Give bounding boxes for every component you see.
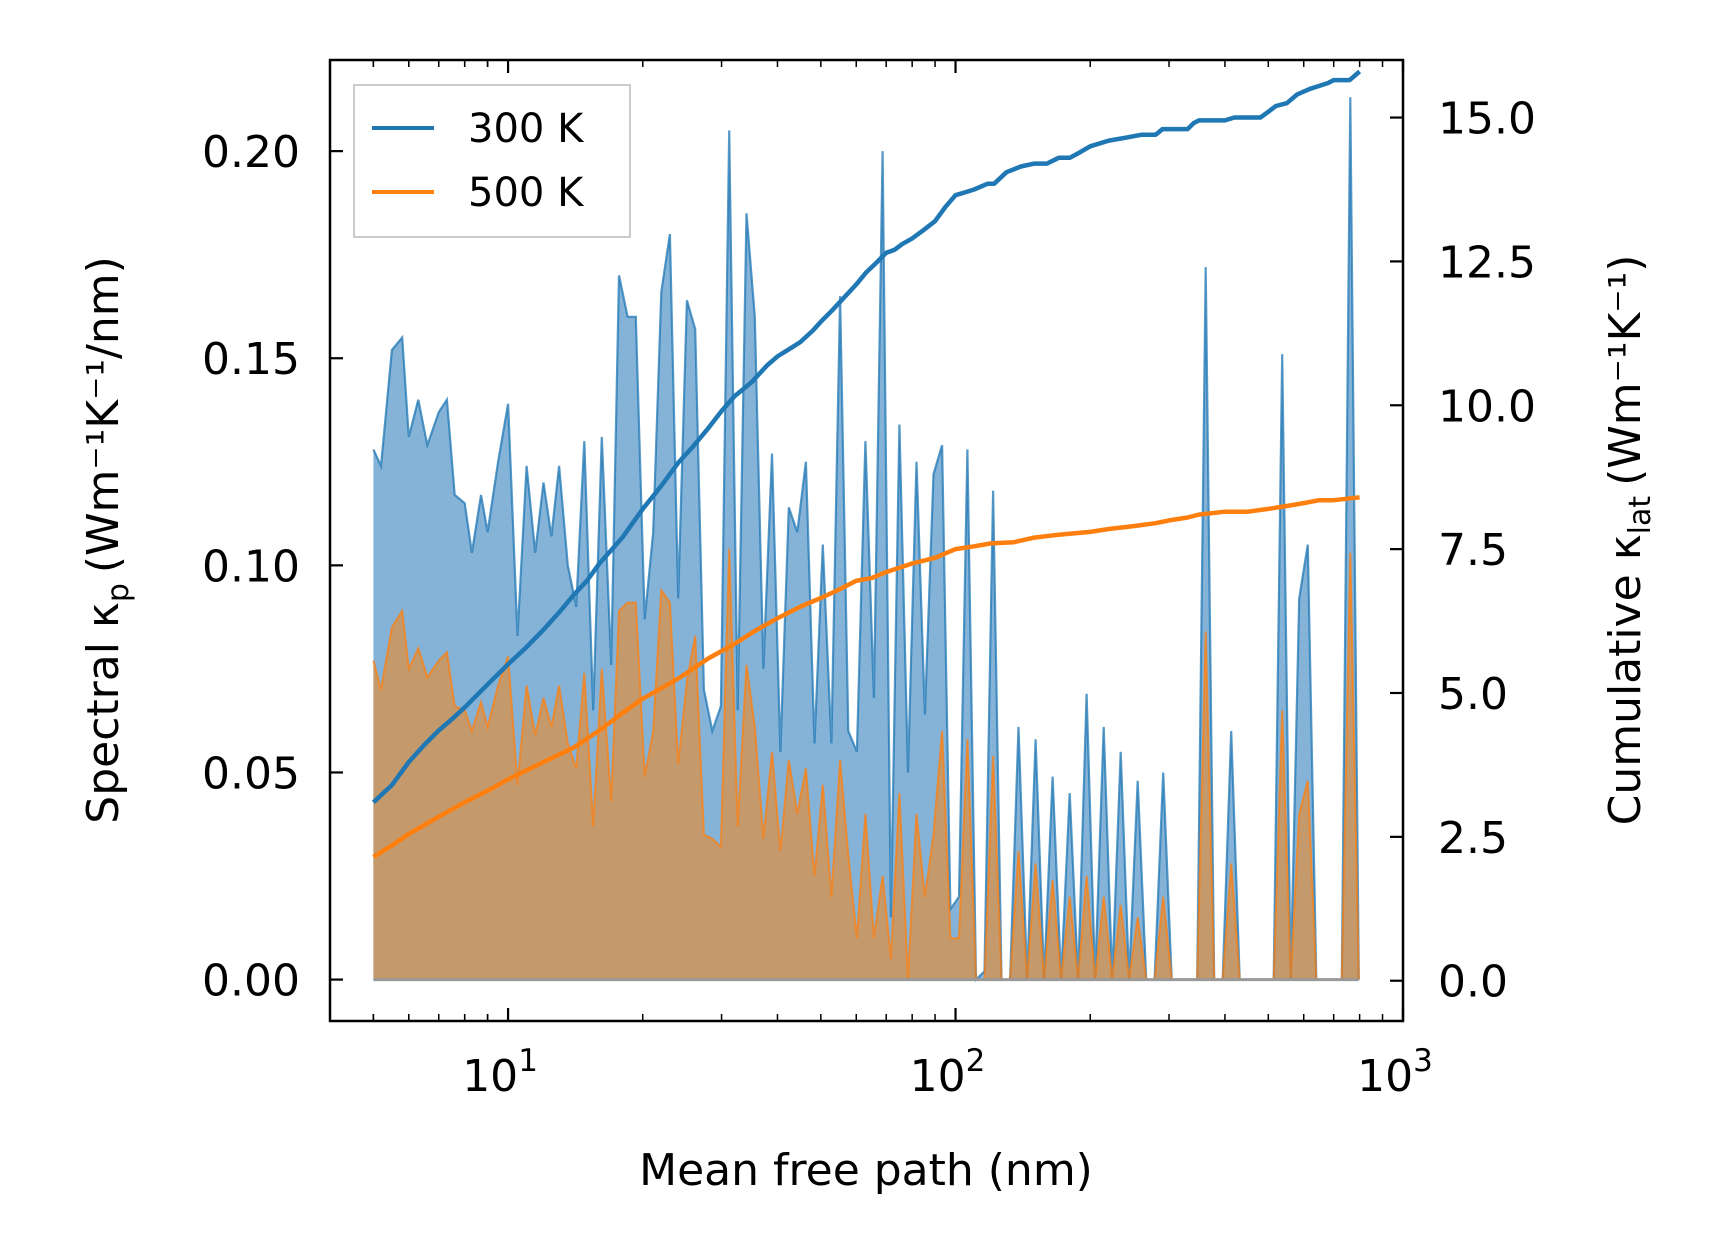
legend-box bbox=[353, 84, 631, 238]
cumulative-line-300k bbox=[371, 69, 1362, 804]
y-left-tick-label: 0.05 bbox=[202, 748, 300, 799]
legend-label-500k: 500 K bbox=[468, 170, 585, 216]
y-left-tick-label: 0.15 bbox=[202, 334, 300, 385]
x-tick-base: 10 bbox=[462, 1051, 518, 1102]
x-tick-exp: 2 bbox=[966, 1043, 986, 1079]
y-left-main: Spectral κ bbox=[78, 602, 129, 824]
y-right-tick-label: 7.5 bbox=[1438, 525, 1508, 576]
x-tick-exp: 1 bbox=[518, 1043, 538, 1079]
y-right-sub: lat bbox=[1623, 496, 1658, 535]
y-right-tick-label: 15.0 bbox=[1438, 94, 1536, 145]
y-left-tick-label: 0.00 bbox=[202, 956, 300, 1007]
y-left-tick-label: 0.20 bbox=[202, 127, 300, 178]
y-right-main: Cumulative κ bbox=[1600, 534, 1651, 825]
y-right-tick-label: 2.5 bbox=[1438, 813, 1508, 864]
x-tick-label: 102 bbox=[910, 1043, 986, 1102]
x-tick-exp: 3 bbox=[1413, 1043, 1433, 1079]
x-tick-label: 101 bbox=[462, 1043, 538, 1102]
y-left-sub: p bbox=[101, 583, 136, 602]
x-tick-base: 10 bbox=[1357, 1051, 1413, 1102]
axis-ticks: 101 102 1030.000.050.100.150.200.02.55.07.… bbox=[202, 60, 1536, 1102]
x-tick-label: 103 bbox=[1357, 1043, 1433, 1102]
y-axis-label-left: Spectral κp (Wm⁻¹K⁻¹/nm) bbox=[78, 256, 136, 823]
series-lines bbox=[371, 69, 1362, 859]
y-right-tick-label: 5.0 bbox=[1438, 669, 1508, 720]
y-axis-label-right: Cumulative κlat (Wm⁻¹K⁻¹) bbox=[1600, 255, 1658, 826]
plot-frame bbox=[328, 58, 1405, 1023]
y-right-tick-label: 0.0 bbox=[1438, 957, 1508, 1008]
y-right-tick-label: 10.0 bbox=[1438, 381, 1536, 432]
y-right-tick-label: 12.5 bbox=[1438, 237, 1536, 288]
y-left-units: (Wm⁻¹K⁻¹/nm) bbox=[78, 256, 129, 573]
legend: 300 K 500 K bbox=[353, 84, 631, 238]
legend-label-300k: 300 K bbox=[468, 106, 585, 152]
cumulative-line-500k bbox=[372, 495, 1360, 859]
x-axis-label: Mean free path (nm) bbox=[639, 1145, 1093, 1196]
y-right-units: (Wm⁻¹K⁻¹) bbox=[1600, 255, 1651, 486]
spectral-fills bbox=[372, 97, 1360, 983]
y-left-tick-label: 0.10 bbox=[202, 541, 300, 592]
spectral-area-500k bbox=[373, 548, 1359, 980]
x-tick-base: 10 bbox=[910, 1051, 966, 1102]
